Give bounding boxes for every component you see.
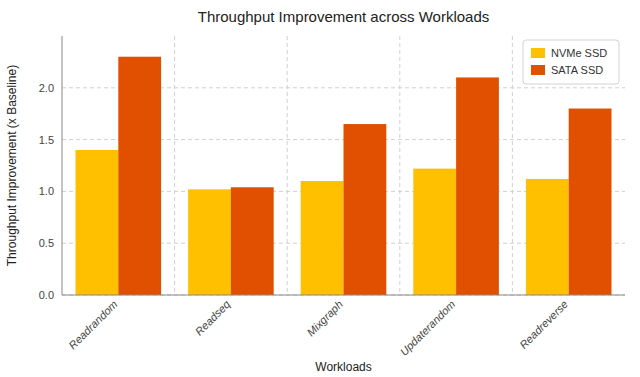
legend-label: NVMe SSD (551, 47, 607, 59)
x-tick-label: Readreverse (517, 298, 570, 351)
bar (301, 181, 344, 295)
bar (344, 124, 387, 295)
legend-swatch (531, 48, 545, 58)
chart: 0.0 0.5 1.0 1.5 2.0 Readrandom Readseq Mixgraph… (0, 0, 640, 377)
bar (231, 187, 274, 295)
bar (118, 57, 161, 295)
legend-label: SATA SSD (551, 64, 603, 76)
y-axis-line (62, 36, 63, 295)
bar (76, 150, 119, 295)
legend-swatch (531, 65, 545, 75)
x-tick-label: Updaterandom (398, 298, 458, 358)
bar (456, 77, 499, 295)
y-tick-label: 2.0 (39, 82, 54, 94)
title: Throughput Improvement across Workloads (198, 8, 490, 25)
x-tick-label: Mixgraph (304, 298, 344, 338)
group-separator (287, 36, 288, 295)
x-axis-label: Workloads (315, 360, 371, 374)
group-separator (512, 36, 513, 295)
y-tick-label: 0.0 (39, 289, 54, 301)
bar (188, 189, 231, 295)
legend: NVMe SSD SATA SSD (523, 40, 619, 84)
x-tick-label: Readseq (193, 297, 233, 337)
bar (569, 109, 612, 295)
y-axis-label: Throughput Improvement (x Baseline) (5, 65, 19, 266)
y-tick-label: 1.5 (39, 134, 54, 146)
grid-line (62, 295, 625, 296)
group-separator (399, 36, 400, 295)
legend-box (523, 40, 619, 84)
bars (76, 57, 612, 295)
x-axis-line (62, 295, 625, 296)
y-tick-label: 0.5 (39, 237, 54, 249)
bar (413, 169, 456, 295)
y-tick-label: 1.0 (39, 185, 54, 197)
x-tick-label: Readrandom (66, 298, 119, 351)
grid (62, 36, 625, 295)
group-separator (174, 36, 175, 295)
bar (526, 179, 569, 295)
